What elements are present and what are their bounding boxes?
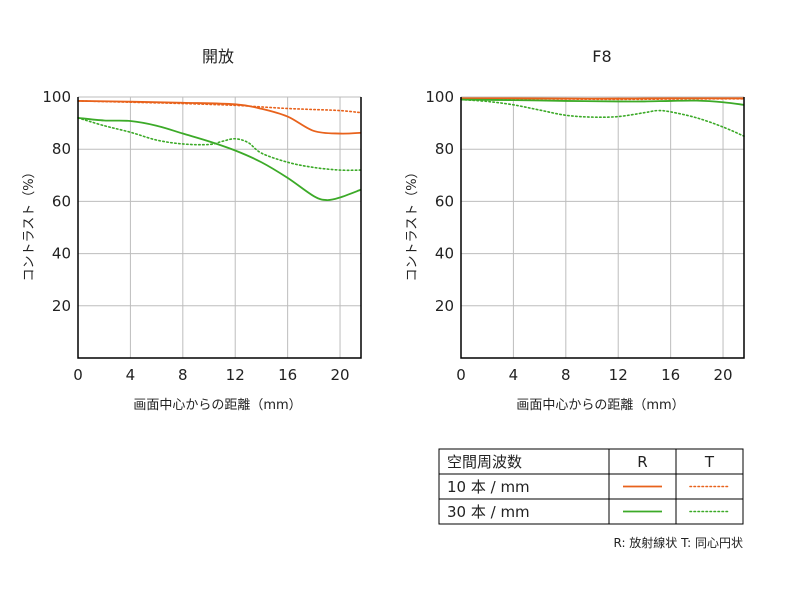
- plot-frame: [461, 97, 744, 358]
- y-tick-label: 100: [425, 88, 454, 106]
- y-axis-label: コントラスト（%）: [22, 165, 37, 281]
- legend-row-label: 10 本 / mm: [447, 478, 530, 496]
- x-tick-label: 4: [509, 366, 519, 384]
- x-axis-label: 画面中心からの距離（mm）: [133, 398, 301, 413]
- series-line-3: [461, 100, 744, 137]
- y-tick-label: 40: [52, 245, 71, 263]
- legend-col-t: T: [704, 453, 715, 471]
- chart-title: F8: [592, 47, 611, 66]
- y-tick-label: 80: [52, 140, 71, 158]
- x-tick-label: 20: [713, 366, 732, 384]
- x-tick-label: 8: [178, 366, 188, 384]
- x-tick-label: 16: [661, 366, 680, 384]
- x-tick-label: 12: [226, 366, 245, 384]
- x-tick-label: 20: [330, 366, 349, 384]
- x-tick-label: 4: [126, 366, 136, 384]
- chart-panel-1: F8 0 4 8 12 16 20 20 40 60 80 100 画面中心からの距離（mm） コントラス…: [405, 47, 744, 413]
- x-tick-label: 16: [278, 366, 297, 384]
- legend-table: 空間周波数 R T 10 本 / mm 30 本 / mm: [439, 449, 743, 524]
- legend-header: 空間周波数: [447, 453, 522, 471]
- legend-footnote: R: 放射線状 T: 同心円状: [613, 535, 743, 550]
- x-axis-label: 画面中心からの距離（mm）: [516, 398, 684, 413]
- y-tick-label: 60: [52, 192, 71, 210]
- y-tick-label: 60: [435, 192, 454, 210]
- legend-col-r: R: [637, 453, 647, 471]
- legend-row-label: 30 本 / mm: [447, 503, 530, 521]
- x-tick-label: 8: [561, 366, 571, 384]
- y-tick-label: 100: [42, 88, 71, 106]
- y-axis-label: コントラスト（%）: [405, 165, 420, 281]
- chart-title: 開放: [202, 47, 234, 66]
- series-line-1: [78, 101, 361, 113]
- y-tick-label: 40: [435, 245, 454, 263]
- x-tick-label: 0: [73, 366, 83, 384]
- y-tick-label: 80: [435, 140, 454, 158]
- x-tick-label: 0: [456, 366, 466, 384]
- plot-frame: [78, 97, 361, 358]
- y-tick-label: 20: [435, 297, 454, 315]
- x-tick-label: 12: [609, 366, 628, 384]
- chart-panel-0: 開放 0 4 8 12 16 20 20 40 60 80 100 画面中心からの距離（mm） コントラス…: [22, 47, 361, 413]
- y-tick-label: 20: [52, 297, 71, 315]
- series-line-2: [461, 100, 744, 105]
- series-line-0: [78, 101, 361, 134]
